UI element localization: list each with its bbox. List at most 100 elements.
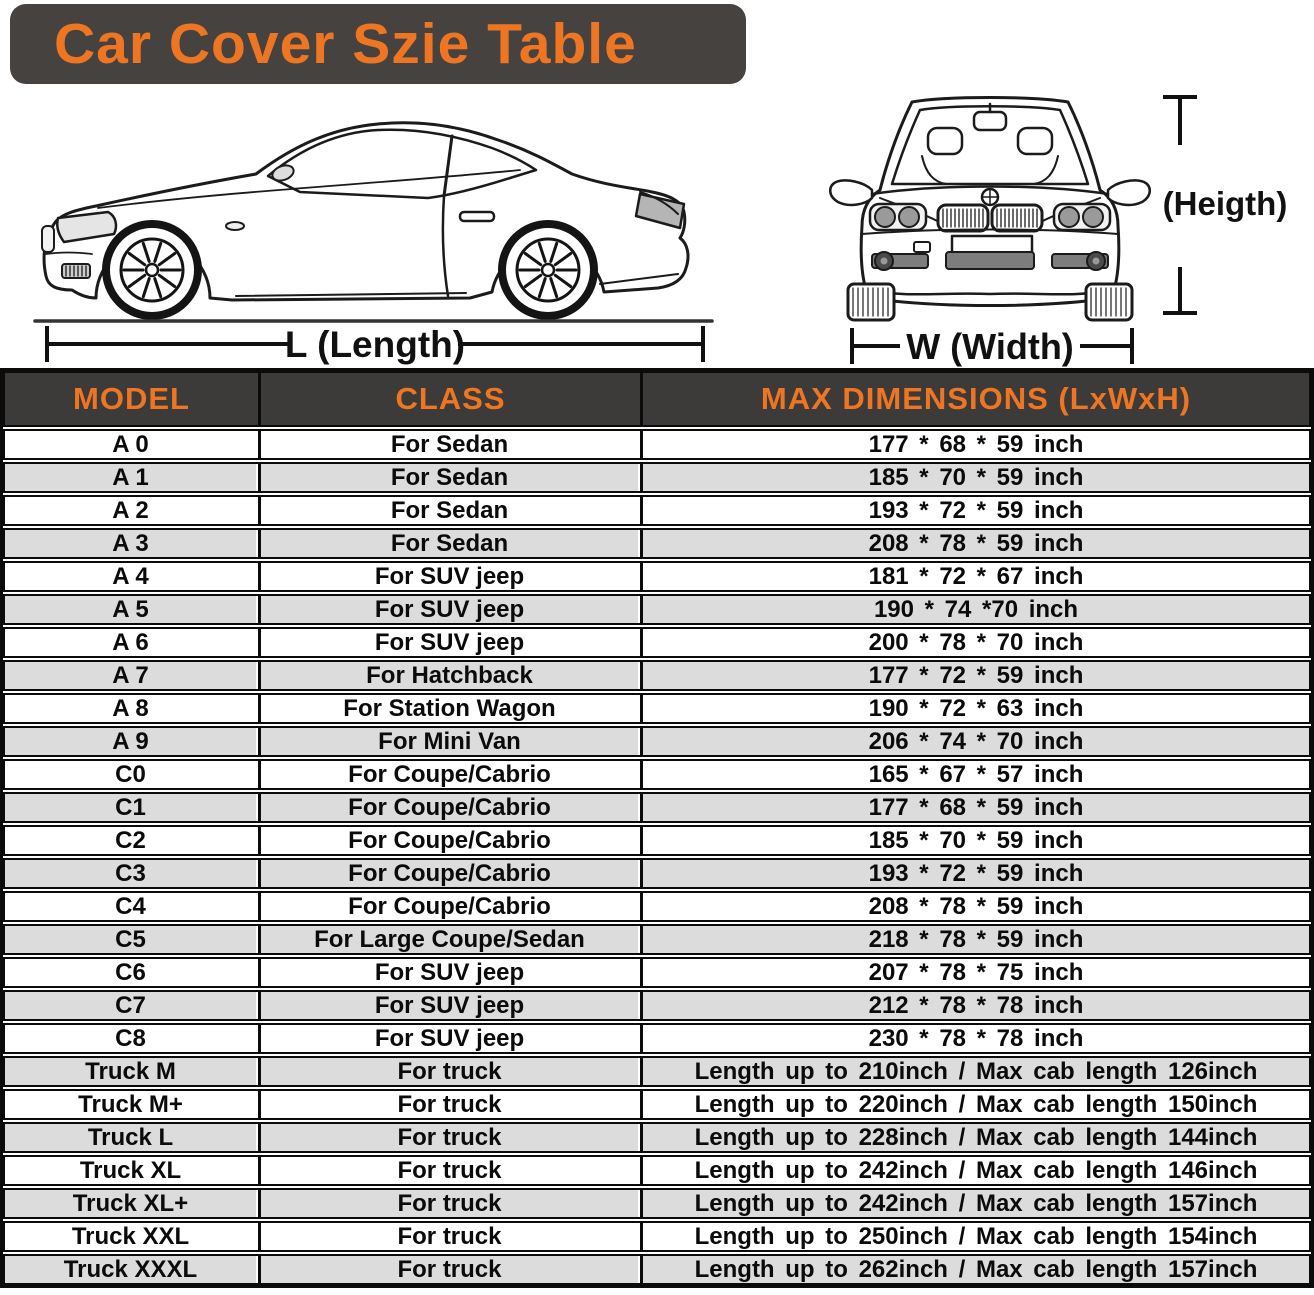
table-row: Truck XXXL For truck Length up to 262inc… — [3, 1254, 1311, 1285]
class-cell: For truck — [258, 1091, 640, 1118]
class-cell: For Coupe/Cabrio — [258, 761, 640, 788]
table-row: A 7 For Hatchback 177 * 72 * 59 inch — [3, 660, 1311, 691]
class-cell: For Coupe/Cabrio — [258, 893, 640, 920]
class-cell: For truck — [258, 1256, 640, 1283]
dimensions-cell: 218 * 78 * 59 inch — [640, 926, 1309, 953]
dimensions-cell: 177 * 72 * 59 inch — [640, 662, 1309, 689]
dimensions-cell: Length up to 228inch / Max cab length 14… — [640, 1124, 1309, 1151]
model-cell: Truck XXL — [5, 1223, 258, 1250]
class-cell: For truck — [258, 1223, 640, 1250]
table-row: C0 For Coupe/Cabrio 165 * 67 * 57 inch — [3, 759, 1311, 790]
table-row: A 5 For SUV jeep 190 * 74 *70 inch — [3, 594, 1311, 625]
table-row: A 4 For SUV jeep 181 * 72 * 67 inch — [3, 561, 1311, 592]
class-cell: For SUV jeep — [258, 959, 640, 986]
table-row: A 8 For Station Wagon 190 * 72 * 63 inch — [3, 693, 1311, 724]
model-cell: C2 — [5, 827, 258, 854]
model-cell: A 1 — [5, 464, 258, 491]
class-cell: For Sedan — [258, 497, 640, 524]
table-row: C7 For SUV jeep 212 * 78 * 78 inch — [3, 990, 1311, 1021]
class-cell: For Sedan — [258, 530, 640, 557]
height-dimension: (Heigth) — [1163, 95, 1288, 315]
model-cell: C5 — [5, 926, 258, 953]
table-row: Truck XXL For truck Length up to 250inch… — [3, 1221, 1311, 1252]
table-row: C4 For Coupe/Cabrio 208 * 78 * 59 inch — [3, 891, 1311, 922]
dimensions-cell: 181 * 72 * 67 inch — [640, 563, 1309, 590]
model-cell: Truck XL+ — [5, 1190, 258, 1217]
table-row: A 1 For Sedan 185 * 70 * 59 inch — [3, 462, 1311, 493]
dimensions-cell: Length up to 220inch / Max cab length 15… — [640, 1091, 1309, 1118]
model-cell: A 5 — [5, 596, 258, 623]
class-cell: For truck — [258, 1190, 640, 1217]
width-dimension: W (Width) — [850, 326, 1134, 367]
class-cell: For Coupe/Cabrio — [258, 827, 640, 854]
dimensions-cell: 207 * 78 * 75 inch — [640, 959, 1309, 986]
dimensions-cell: 193 * 72 * 59 inch — [640, 860, 1309, 887]
table-row: A 2 For Sedan 193 * 72 * 59 inch — [3, 495, 1311, 526]
class-cell: For Station Wagon — [258, 695, 640, 722]
table-row: C3 For Coupe/Cabrio 193 * 72 * 59 inch — [3, 858, 1311, 889]
class-cell: For Sedan — [258, 431, 640, 458]
car-front-view-drawing — [829, 96, 1151, 322]
model-cell: A 2 — [5, 497, 258, 524]
dimensions-cell: 193 * 72 * 59 inch — [640, 497, 1309, 524]
class-cell: For SUV jeep — [258, 596, 640, 623]
model-cell: A 3 — [5, 530, 258, 557]
class-cell: For Large Coupe/Sedan — [258, 926, 640, 953]
class-cell: For SUV jeep — [258, 629, 640, 656]
table-row: Truck L For truck Length up to 228inch /… — [3, 1122, 1311, 1153]
class-cell: For Mini Van — [258, 728, 640, 755]
dimensions-cell: 208 * 78 * 59 inch — [640, 530, 1309, 557]
model-cell: A 7 — [5, 662, 258, 689]
dimensions-cell: Length up to 242inch / Max cab length 15… — [640, 1190, 1309, 1217]
model-cell: C0 — [5, 761, 258, 788]
model-cell: A 4 — [5, 563, 258, 590]
model-cell: Truck M — [5, 1058, 258, 1085]
table-row: A 3 For Sedan 208 * 78 * 59 inch — [3, 528, 1311, 559]
width-label: W (Width) — [906, 326, 1074, 367]
class-cell: For truck — [258, 1058, 640, 1085]
model-cell: C8 — [5, 1025, 258, 1052]
model-cell: C4 — [5, 893, 258, 920]
dimensions-cell: Length up to 250inch / Max cab length 15… — [640, 1223, 1309, 1250]
dimensions-cell: 206 * 74 * 70 inch — [640, 728, 1309, 755]
dimensions-cell: Length up to 262inch / Max cab length 15… — [640, 1256, 1309, 1283]
dimensions-cell: Length up to 242inch / Max cab length 14… — [640, 1157, 1309, 1184]
table-row: A 9 For Mini Van 206 * 74 * 70 inch — [3, 726, 1311, 757]
model-cell: Truck XXXL — [5, 1256, 258, 1283]
model-cell: C1 — [5, 794, 258, 821]
class-cell: For truck — [258, 1124, 640, 1151]
car-side-view-drawing — [33, 121, 714, 323]
length-label: L (Length) — [285, 324, 465, 365]
title-banner: Car Cover Szie Table — [10, 4, 746, 84]
table-body: A 0 For Sedan 177 * 68 * 59 inch A 1 For… — [3, 429, 1311, 1285]
table-row: Truck XL For truck Length up to 242inch … — [3, 1155, 1311, 1186]
dimensions-cell: Length up to 210inch / Max cab length 12… — [640, 1058, 1309, 1085]
dimensions-cell: 177 * 68 * 59 inch — [640, 431, 1309, 458]
model-cell: C7 — [5, 992, 258, 1019]
model-cell: A 8 — [5, 695, 258, 722]
model-cell: Truck M+ — [5, 1091, 258, 1118]
table-row: C6 For SUV jeep 207 * 78 * 75 inch — [3, 957, 1311, 988]
col-header-class: CLASS — [258, 373, 640, 425]
class-cell: For Sedan — [258, 464, 640, 491]
class-cell: For truck — [258, 1157, 640, 1184]
model-cell: Truck XL — [5, 1157, 258, 1184]
table-row: C8 For SUV jeep 230 * 78 * 78 inch — [3, 1023, 1311, 1054]
class-cell: For Hatchback — [258, 662, 640, 689]
col-header-model: MODEL — [73, 381, 190, 416]
table-row: Truck M For truck Length up to 210inch /… — [3, 1056, 1311, 1087]
dimensions-cell: 230 * 78 * 78 inch — [640, 1025, 1309, 1052]
class-cell: For SUV jeep — [258, 1025, 640, 1052]
height-label: (Heigth) — [1163, 185, 1288, 222]
table-row: C1 For Coupe/Cabrio 177 * 68 * 59 inch — [3, 792, 1311, 823]
table-header-row: MODEL CLASS MAX DIMENSIONS (LxWxH) — [3, 371, 1311, 427]
model-cell: Truck L — [5, 1124, 258, 1151]
dimensions-cell: 200 * 78 * 70 inch — [640, 629, 1309, 656]
dimensions-cell: 185 * 70 * 59 inch — [640, 827, 1309, 854]
class-cell: For Coupe/Cabrio — [258, 794, 640, 821]
table-row: Truck M+ For truck Length up to 220inch … — [3, 1089, 1311, 1120]
page-title: Car Cover Szie Table — [54, 12, 637, 76]
table-row: A 0 For Sedan 177 * 68 * 59 inch — [3, 429, 1311, 460]
size-table: MODEL CLASS MAX DIMENSIONS (LxWxH) A 0 F… — [0, 368, 1314, 1288]
class-cell: For Coupe/Cabrio — [258, 860, 640, 887]
